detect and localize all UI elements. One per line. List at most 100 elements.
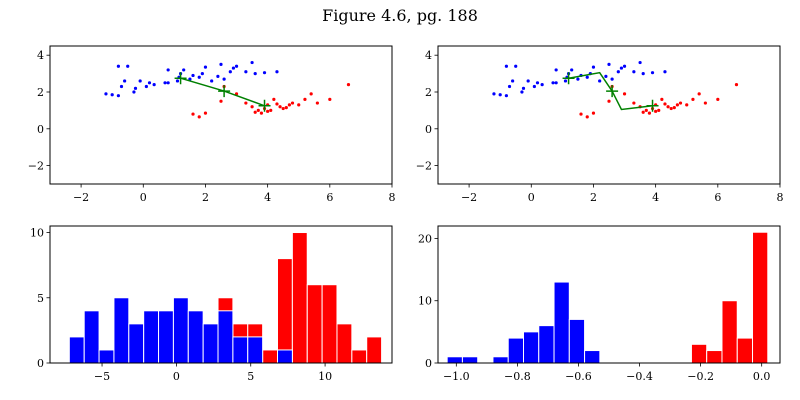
blue-point (216, 74, 220, 78)
y-tick-label: 10 (30, 227, 44, 240)
path-marker (174, 72, 187, 85)
plot-frame (49, 225, 393, 364)
blue-point (498, 93, 502, 97)
blue-point (585, 75, 589, 79)
y-tick-label: 0 (37, 123, 44, 136)
red-point (303, 97, 307, 101)
blue-point (535, 81, 540, 85)
histogram-panel-right: −1.0 −0.8 −0.6 −0.4 −0.2 0.0 0 10 20 (418, 225, 781, 383)
red-point (346, 83, 351, 87)
x-tick-label: 10 (318, 370, 332, 383)
blue-point (554, 81, 558, 85)
hist-bar-series-2 (277, 349, 293, 364)
hist-bar-series-2 (752, 231, 769, 364)
blue-point (188, 77, 192, 81)
blue-point (492, 92, 496, 96)
red-point (191, 112, 195, 116)
x-tick-label: 5 (247, 370, 254, 383)
red-point (585, 115, 589, 119)
plot-frame (49, 45, 393, 185)
red-point (297, 103, 301, 107)
blue-point (182, 68, 186, 72)
hist-bar-series-2 (247, 336, 264, 364)
blue-point (598, 79, 602, 83)
blue-point (526, 79, 530, 83)
red-point (672, 106, 676, 110)
hist-bar-series-2 (158, 310, 174, 364)
hist-bar-series-1 (291, 232, 308, 364)
blue-point (576, 77, 580, 81)
blue-point (152, 83, 156, 87)
blue-point (138, 79, 142, 83)
red-point (591, 111, 596, 115)
hist-bar-series-2 (128, 323, 145, 364)
hist-bar-series-2 (232, 336, 249, 364)
blue-point (119, 84, 124, 89)
blue-point (619, 66, 624, 70)
red-point (287, 103, 291, 107)
blue-point (110, 93, 114, 97)
hist-bar-series-2 (172, 297, 189, 364)
blue-point (622, 64, 627, 68)
scatter-panel-right: −2 0 2 4 6 8 −2 0 2 4 (416, 45, 784, 204)
hist-bar-series-2 (68, 336, 85, 364)
blue-point (116, 94, 120, 98)
hist-bar-series-1 (553, 281, 570, 364)
hist-bar-series-1 (461, 356, 479, 364)
blue-point (234, 64, 239, 68)
path-marker (218, 85, 231, 98)
x-tick-label: 0 (140, 191, 147, 204)
hist-bar-series-1 (321, 284, 338, 364)
x-tick-label: 8 (389, 191, 396, 204)
red-point (203, 111, 208, 115)
red-point (244, 101, 248, 105)
y-tick-label: 2 (37, 86, 44, 99)
x-tick-label: 0 (173, 370, 180, 383)
blue-point (551, 81, 555, 85)
blue-point (507, 84, 512, 89)
blue-point (504, 64, 508, 68)
red-point (666, 105, 670, 109)
x-tick-label: −2 (461, 191, 477, 204)
hist-bar-series-2 (83, 310, 100, 364)
y-tick-label: 2 (425, 86, 432, 99)
hist-bar-series-1 (507, 337, 525, 364)
path-marker (562, 72, 575, 85)
x-tick-label: 0.0 (753, 370, 771, 383)
x-tick-label: −0.8 (504, 370, 531, 383)
blue-point (200, 72, 204, 76)
red-point (678, 101, 683, 105)
red-point (654, 109, 658, 113)
hist-bar-series-2 (690, 343, 708, 364)
red-point (253, 110, 257, 114)
x-tick-label: 0 (528, 191, 535, 204)
red-point (663, 102, 667, 106)
blue-point (197, 75, 201, 79)
blue-point (520, 90, 524, 94)
blue-point (104, 92, 108, 96)
red-point (647, 111, 652, 115)
red-point (632, 101, 636, 105)
blue-point (570, 68, 574, 72)
red-point (281, 106, 285, 111)
red-point (219, 99, 223, 103)
blue-point (144, 84, 148, 89)
blue-point (123, 79, 127, 83)
hist-bar-series-2 (217, 310, 234, 364)
path-marker (606, 85, 619, 98)
red-point (703, 101, 707, 105)
hist-bar-series-2 (143, 310, 160, 364)
blue-point (228, 70, 232, 74)
x-tick-label: −0.2 (687, 370, 714, 383)
blue-point (147, 81, 152, 85)
hist-bar-series-1 (446, 356, 463, 364)
blue-point (175, 79, 180, 83)
x-tick-label: −2 (73, 191, 89, 204)
plot-area (104, 60, 351, 119)
hist-bar-series-2 (113, 297, 130, 364)
path-line (180, 77, 265, 107)
y-tick-label: −2 (416, 160, 432, 173)
red-point (657, 108, 661, 112)
blue-point (231, 66, 236, 70)
red-point (716, 97, 720, 101)
